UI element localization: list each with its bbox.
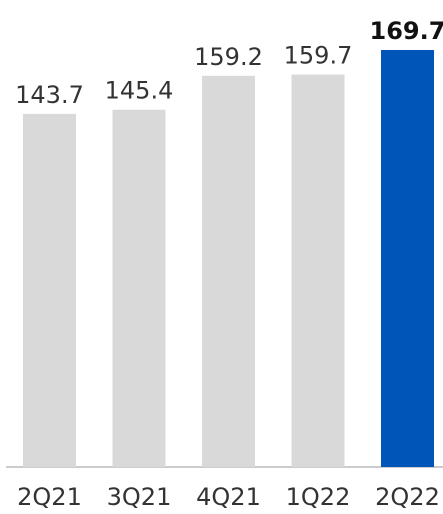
bar-4q21 xyxy=(202,75,255,467)
x-tick-1q22: 1Q22 xyxy=(286,483,351,511)
x-tick-4q21: 4Q21 xyxy=(196,483,261,511)
x-tick-3q21: 3Q21 xyxy=(107,483,172,511)
x-tick-2q21: 2Q21 xyxy=(17,483,82,511)
value-label-4q21: 159.2 xyxy=(194,43,263,71)
bar-2q22 xyxy=(381,50,434,467)
x-tick-labels-group: 2Q21 3Q21 4Q21 1Q22 2Q22 xyxy=(17,483,440,511)
value-label-3q21: 145.4 xyxy=(105,77,174,105)
value-label-2q21: 143.7 xyxy=(15,81,84,109)
bar-2q21 xyxy=(23,113,76,467)
value-label-1q22: 159.7 xyxy=(284,42,353,70)
bar-3q21 xyxy=(112,109,166,467)
value-labels-group: 143.7 145.4 159.2 159.7 169.7 xyxy=(15,17,443,109)
bars-group xyxy=(23,50,434,467)
x-tick-2q22: 2Q22 xyxy=(375,483,440,511)
bar-1q22 xyxy=(291,74,345,467)
value-label-2q22: 169.7 xyxy=(370,17,443,45)
